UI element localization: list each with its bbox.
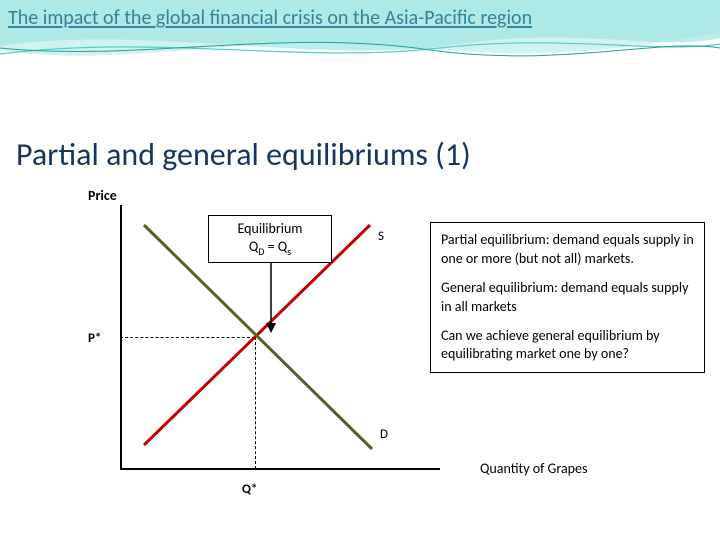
arrow-down-icon — [264, 263, 278, 333]
description-box: Partial equilibrium: demand equals suppl… — [430, 222, 705, 373]
equil-line1: Equilibrium — [238, 220, 303, 238]
supply-demand-chart: Price P* Q* S D Equilibrium QD = Qs — [70, 195, 450, 495]
desc-partial: Partial equilibrium: demand equals suppl… — [441, 231, 694, 269]
slide-heading: Partial and general equilibriums (1) — [16, 135, 471, 174]
equilibrium-box: Equilibrium QD = Qs — [208, 215, 332, 263]
q-star-label: Q* — [242, 482, 257, 497]
price-label: Price — [88, 187, 117, 204]
desc-general: General equilibrium: demand equals suppl… — [441, 279, 694, 317]
quantity-label: Quantity of Grapes — [480, 460, 587, 477]
p-star-label: P* — [88, 331, 101, 346]
desc-question: Can we achieve general equilibrium by eq… — [441, 327, 694, 365]
page-title: The impact of the global financial crisi… — [8, 6, 548, 31]
equil-line2: QD = Qs — [249, 238, 291, 258]
